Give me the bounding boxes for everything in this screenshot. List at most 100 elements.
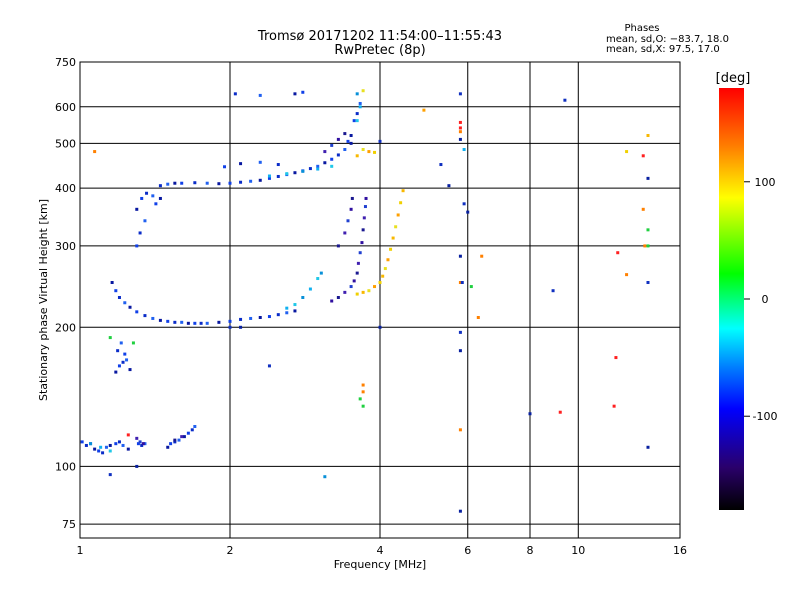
data-point [276, 313, 280, 317]
data-point [140, 443, 144, 447]
data-point [551, 289, 555, 293]
data-point [114, 289, 118, 293]
data-point [135, 310, 139, 314]
data-point [323, 150, 327, 154]
data-point [360, 241, 364, 245]
data-point [97, 449, 101, 453]
data-point [641, 207, 645, 211]
data-point [177, 438, 181, 442]
data-point [128, 305, 132, 309]
data-point [173, 440, 177, 444]
colorbar-tick-label: 100 [755, 176, 776, 189]
data-point [346, 139, 350, 143]
data-point [123, 352, 127, 356]
data-point [336, 153, 340, 157]
data-point [396, 213, 400, 217]
data-point [612, 404, 616, 408]
data-point [228, 325, 232, 329]
data-point [217, 182, 221, 186]
data-point [301, 90, 305, 94]
data-point [125, 358, 129, 362]
data-point [476, 315, 480, 319]
data-point [330, 157, 334, 161]
data-point [458, 254, 462, 258]
data-point [358, 251, 362, 255]
x-tick-label: 4 [377, 544, 384, 557]
data-point [121, 443, 125, 447]
data-point [350, 196, 354, 200]
data-point [173, 438, 177, 442]
data-point [361, 89, 365, 93]
data-point [114, 442, 118, 446]
x-tick-label: 16 [673, 544, 687, 557]
data-point [143, 442, 147, 446]
data-point [361, 290, 365, 294]
data-point [89, 442, 93, 446]
data-point [336, 296, 340, 300]
data-point [293, 303, 297, 307]
data-point [563, 98, 567, 102]
x-axis-label: Frequency [MHz] [334, 558, 426, 571]
data-point [293, 92, 297, 96]
data-point [352, 119, 356, 123]
data-point [166, 445, 170, 449]
data-point [276, 174, 280, 178]
data-point [355, 112, 359, 116]
data-point [330, 143, 334, 147]
y-tick-label: 200 [55, 321, 76, 334]
data-point [138, 440, 142, 444]
data-point [458, 509, 462, 513]
data-point [80, 440, 84, 444]
data-point [378, 281, 382, 285]
data-point [308, 167, 312, 171]
data-point [173, 320, 177, 324]
data-point [131, 341, 135, 345]
colorbar-gradient [719, 88, 744, 510]
data-point [239, 162, 243, 166]
data-point [135, 207, 139, 211]
phases-o-line: mean, sd,O: −83.7, 18.0 [606, 34, 729, 45]
data-point [373, 285, 377, 289]
data-point [362, 216, 366, 220]
data-point [199, 321, 203, 325]
data-point [367, 289, 371, 293]
data-point [84, 443, 88, 447]
data-point [389, 247, 393, 251]
data-point [462, 202, 466, 206]
data-point [336, 137, 340, 141]
data-point [386, 258, 390, 262]
data-point [117, 296, 121, 300]
data-point [343, 231, 347, 235]
data-point [166, 182, 170, 186]
data-point [228, 181, 232, 185]
data-point [99, 445, 103, 449]
data-point [458, 92, 462, 96]
data-point [173, 181, 177, 185]
data-point [358, 397, 362, 401]
y-axis-ticks: 75 100 200 300 400 500 600 750 [55, 56, 76, 531]
data-point [646, 244, 650, 248]
data-point [364, 196, 368, 200]
data-point [646, 228, 650, 232]
data-point [108, 443, 112, 447]
data-point [285, 172, 289, 176]
data-point [646, 445, 650, 449]
data-point [108, 336, 112, 340]
data-point [361, 404, 365, 408]
data-point [186, 431, 190, 435]
x-tick-label: 10 [571, 544, 585, 557]
chart-title: Tromsø 20171202 11:54:00–11:55:43 [257, 29, 502, 44]
data-point [136, 442, 140, 446]
data-point [267, 315, 271, 319]
data-point [355, 119, 359, 123]
data-point [646, 281, 650, 285]
data-point [117, 440, 121, 444]
y-tick-label: 600 [55, 101, 76, 114]
y-tick-label: 300 [55, 240, 76, 253]
data-point [154, 202, 158, 206]
data-point [258, 178, 262, 182]
data-point [558, 410, 562, 414]
data-point [439, 163, 443, 167]
data-point [361, 228, 365, 232]
y-tick-label: 500 [55, 137, 76, 150]
